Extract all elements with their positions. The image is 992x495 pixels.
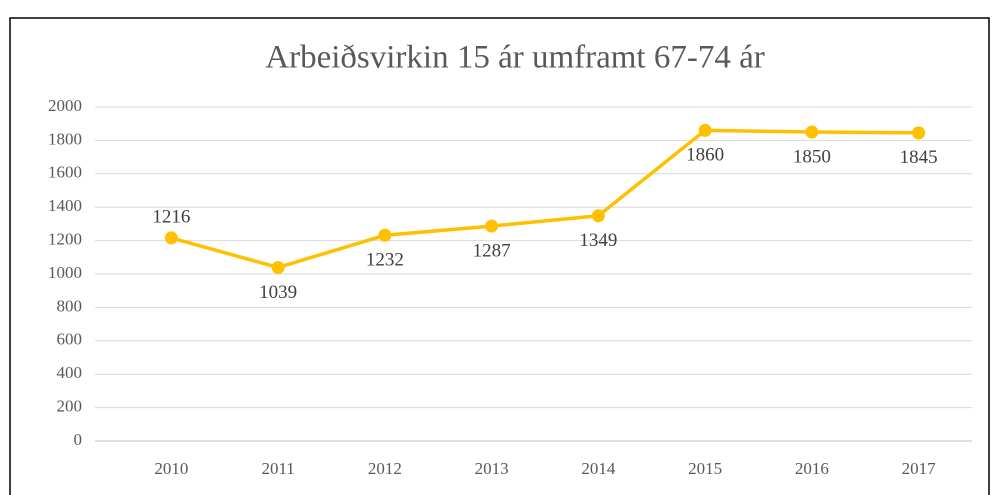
marker — [485, 219, 499, 233]
marker — [805, 125, 819, 139]
x-tick-label: 2017 — [902, 459, 937, 478]
marker — [698, 123, 712, 137]
marker — [912, 126, 926, 140]
x-tick-label: 2010 — [154, 459, 188, 478]
y-tick-label: 2000 — [48, 96, 82, 115]
y-tick-label: 200 — [57, 397, 83, 416]
data-label: 1850 — [793, 146, 831, 167]
x-tick-label: 2012 — [368, 459, 402, 478]
data-label: 1860 — [686, 145, 724, 166]
chart-title: Arbeiðsvirkin 15 ár umframt 67-74 ár — [265, 40, 764, 76]
y-tick-label: 400 — [57, 363, 83, 382]
marker — [378, 228, 392, 242]
x-tick-label: 2015 — [688, 459, 722, 478]
marker — [271, 260, 285, 274]
y-tick-label: 1000 — [48, 263, 82, 282]
data-label: 1287 — [473, 240, 511, 261]
x-tick-label: 2011 — [261, 459, 294, 478]
y-tick-label: 800 — [57, 296, 83, 315]
x-tick-label: 2014 — [581, 459, 616, 478]
y-tick-label: 1600 — [48, 163, 82, 182]
chart-frame — [9, 17, 990, 495]
y-tick-label: 1200 — [48, 230, 82, 249]
y-tick-label: 0 — [74, 430, 83, 449]
y-tick-label: 1800 — [48, 129, 82, 148]
line — [170, 128, 919, 270]
data-label: 1349 — [579, 230, 617, 251]
data-label: 1845 — [900, 147, 938, 168]
y-tick-label: 600 — [57, 330, 83, 349]
data-label: 1039 — [259, 282, 297, 303]
x-tick-label: 2013 — [475, 459, 509, 478]
marker — [164, 231, 178, 245]
data-label: 1232 — [366, 250, 404, 271]
x-tick-label: 2016 — [795, 459, 829, 478]
marker — [591, 209, 605, 223]
y-tick-label: 1400 — [48, 196, 82, 215]
data-label: 1216 — [152, 206, 190, 227]
